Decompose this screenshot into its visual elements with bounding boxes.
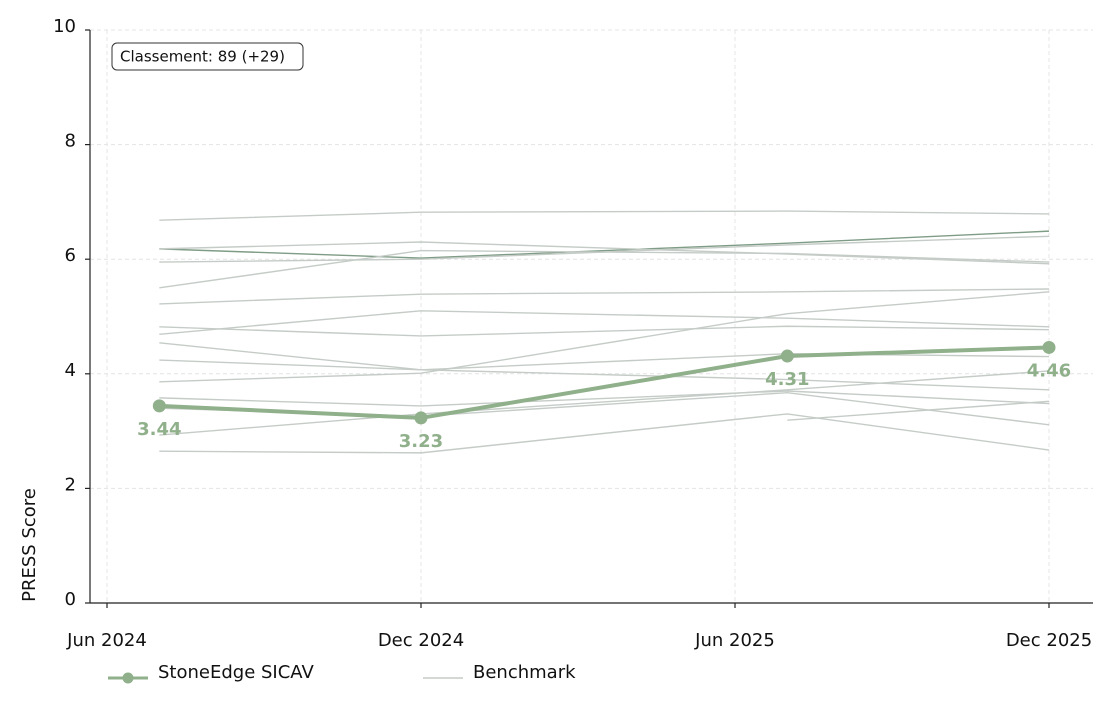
y-tick-label: 8 [65,131,76,152]
marker [414,411,428,425]
benchmark-line [159,241,1050,265]
annotation: Classement: 89 (+29) [120,48,285,66]
benchmark-line [159,230,1050,259]
benchmark-line [159,249,1050,289]
benchmark-line [787,400,1050,421]
benchmark-line [159,291,1050,383]
y-tick-label: 6 [65,245,76,266]
data-label: 4.31 [765,369,809,390]
y-tick-label: 2 [65,474,76,495]
x-tick-label: Jun 2024 [66,630,147,651]
annotation-box [111,42,304,71]
x-tick-label: Jun 2025 [694,630,775,651]
legend-marker [122,672,134,684]
benchmark-line [159,370,1050,436]
x-tick-label: Dec 2024 [378,630,464,651]
benchmark-line [159,413,1050,454]
benchmark-line [159,325,1050,337]
x-tick-label: Dec 2025 [1006,630,1092,651]
grid [90,29,1093,604]
marker [152,399,166,413]
y-axis-label: PRESS Score [19,488,40,602]
marker [780,349,794,363]
data-label: 4.46 [1027,360,1071,381]
y-tick-label: 4 [65,360,76,381]
benchmark-line [159,342,1050,371]
data-label: 3.23 [399,431,443,452]
y-tick-label: 0 [65,589,76,610]
series-line [159,345,1050,420]
legend-label: StoneEdge SICAV [158,662,314,683]
benchmark-line [159,390,1050,407]
legend-label: Benchmark [473,662,576,683]
benchmark-line [159,288,1050,305]
y-tick-label: 10 [53,16,76,37]
benchmark-line [159,310,1050,335]
marker [1042,340,1056,354]
benchmark-line [159,359,1050,391]
data-label: 3.44 [137,419,181,440]
benchmark-line [159,210,1050,221]
